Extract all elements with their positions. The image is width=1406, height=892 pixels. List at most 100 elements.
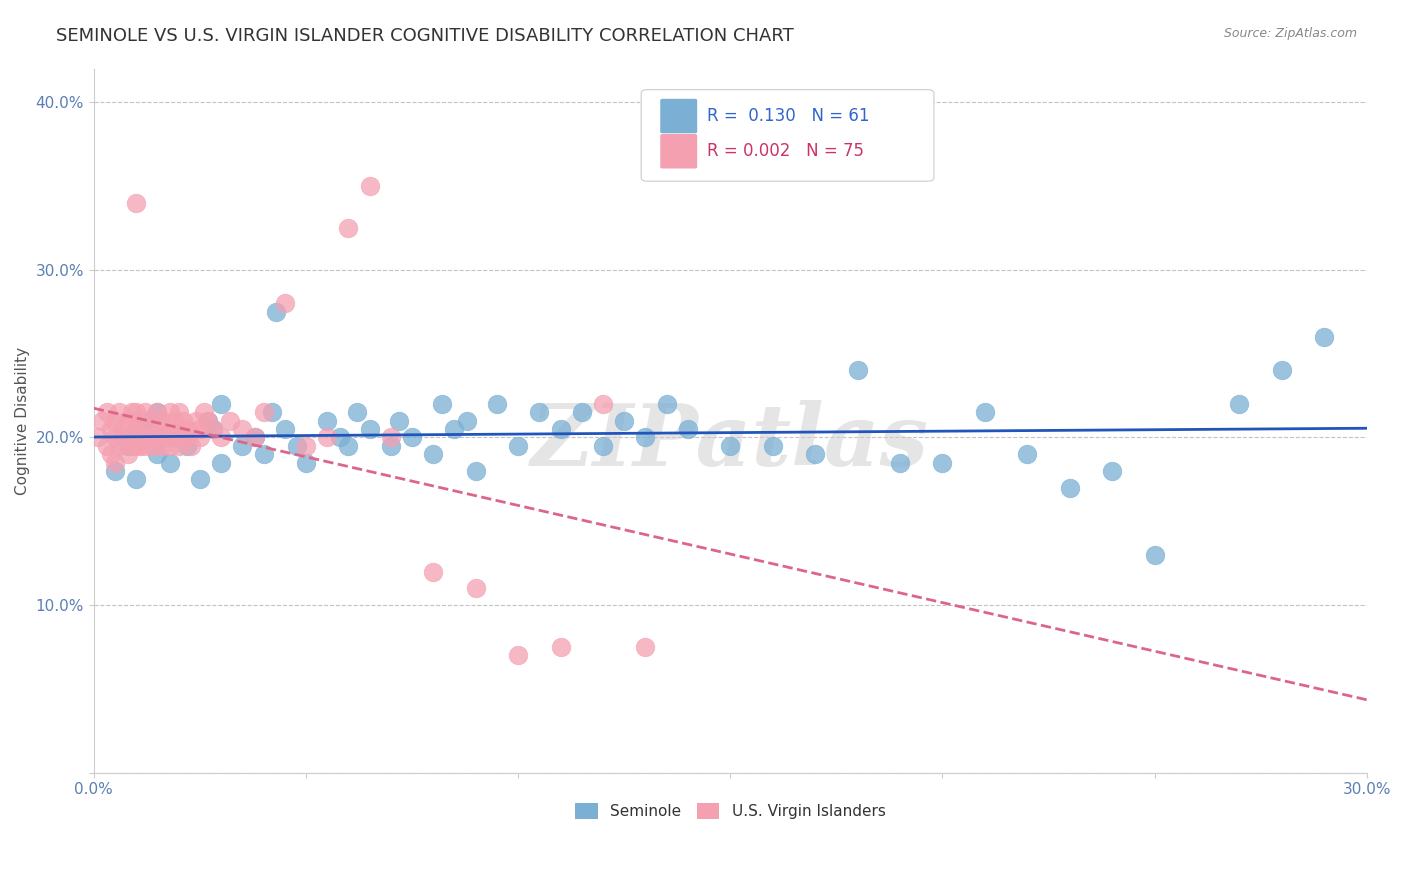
Point <box>146 422 169 436</box>
Point <box>96 439 118 453</box>
Point <box>422 565 444 579</box>
Point <box>176 439 198 453</box>
Point <box>134 422 156 436</box>
Point <box>1313 330 1336 344</box>
Text: R =  0.130   N = 61: R = 0.130 N = 61 <box>707 107 870 125</box>
Point <box>456 414 478 428</box>
Point <box>209 430 232 444</box>
Point <box>464 582 486 596</box>
Point <box>176 430 198 444</box>
Point <box>550 640 572 654</box>
Point <box>121 439 143 453</box>
Point <box>430 397 453 411</box>
Point <box>172 414 194 428</box>
Point <box>592 439 614 453</box>
Point <box>100 447 122 461</box>
Point <box>163 430 186 444</box>
Point <box>87 430 110 444</box>
Point <box>197 414 219 428</box>
Point <box>112 430 135 444</box>
Point <box>155 422 177 436</box>
Point <box>180 439 202 453</box>
Point <box>295 456 318 470</box>
Point <box>252 405 274 419</box>
Point <box>167 430 190 444</box>
Point <box>134 422 156 436</box>
Point <box>201 422 224 436</box>
Point <box>138 414 160 428</box>
Point <box>634 430 657 444</box>
Point <box>159 456 181 470</box>
Point <box>134 439 156 453</box>
Point <box>188 422 211 436</box>
FancyBboxPatch shape <box>661 99 697 133</box>
Point <box>337 220 360 235</box>
Point <box>295 439 318 453</box>
Point <box>176 422 198 436</box>
Point <box>485 397 508 411</box>
Point <box>401 430 423 444</box>
Point <box>138 430 160 444</box>
Point <box>1059 481 1081 495</box>
Point <box>243 430 266 444</box>
Point <box>125 430 148 444</box>
Point <box>1271 363 1294 377</box>
Point <box>762 439 785 453</box>
Point <box>443 422 465 436</box>
Point <box>218 414 240 428</box>
Point <box>329 430 352 444</box>
Point <box>167 405 190 419</box>
Point <box>117 430 139 444</box>
Point <box>125 472 148 486</box>
Point <box>188 472 211 486</box>
Point <box>973 405 995 419</box>
Point <box>676 422 699 436</box>
Point <box>108 439 131 453</box>
Point <box>197 414 219 428</box>
Point <box>316 414 339 428</box>
Point <box>260 405 283 419</box>
Point <box>150 439 173 453</box>
Point <box>193 405 215 419</box>
Point <box>104 430 127 444</box>
Point <box>209 456 232 470</box>
Text: R = 0.002   N = 75: R = 0.002 N = 75 <box>707 142 865 161</box>
Point <box>464 464 486 478</box>
Point <box>121 405 143 419</box>
Point <box>146 405 169 419</box>
Point <box>155 430 177 444</box>
Point <box>104 414 127 428</box>
Point <box>718 439 741 453</box>
Point <box>529 405 551 419</box>
Point <box>138 414 160 428</box>
Point <box>613 414 636 428</box>
Point <box>506 439 529 453</box>
Point <box>96 405 118 419</box>
Text: Source: ZipAtlas.com: Source: ZipAtlas.com <box>1223 27 1357 40</box>
Point <box>142 439 165 453</box>
Point <box>380 439 402 453</box>
Point <box>634 640 657 654</box>
Point <box>129 439 152 453</box>
Point <box>846 363 869 377</box>
Point <box>316 430 339 444</box>
Point <box>1143 548 1166 562</box>
Point <box>129 430 152 444</box>
Point <box>167 422 190 436</box>
Point <box>380 430 402 444</box>
Point <box>388 414 411 428</box>
Point <box>274 422 297 436</box>
Point <box>243 430 266 444</box>
Point <box>1017 447 1039 461</box>
Point <box>108 405 131 419</box>
Point <box>359 178 381 193</box>
Point <box>231 422 253 436</box>
Point <box>359 422 381 436</box>
Point <box>163 414 186 428</box>
Point <box>264 304 287 318</box>
Point <box>91 414 114 428</box>
Point <box>1101 464 1123 478</box>
Y-axis label: Cognitive Disability: Cognitive Disability <box>15 347 30 495</box>
Point <box>346 405 368 419</box>
Point <box>172 430 194 444</box>
